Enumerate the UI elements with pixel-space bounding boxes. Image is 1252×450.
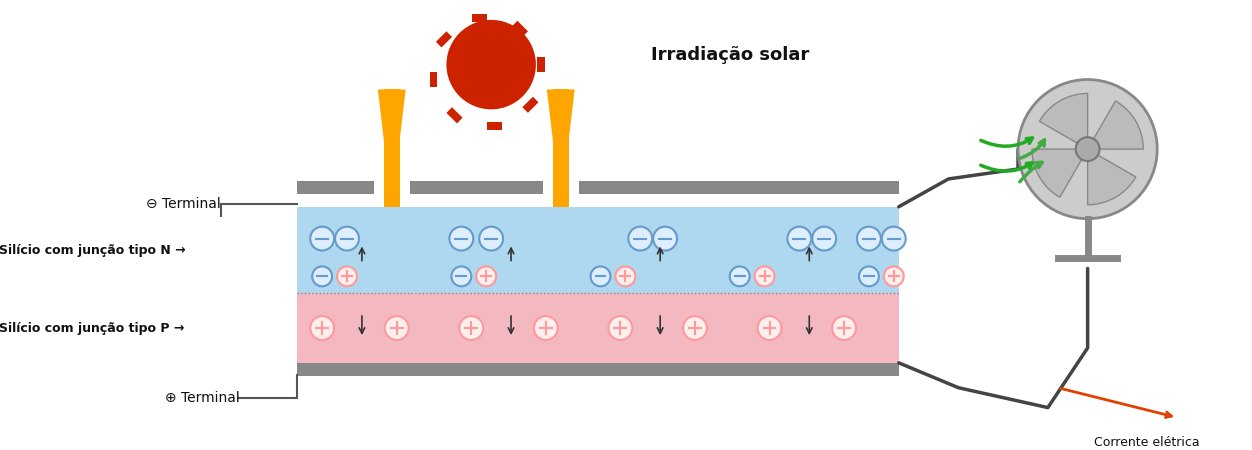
Bar	[384, 90, 399, 207]
Circle shape	[629, 227, 652, 251]
Circle shape	[616, 266, 635, 286]
Wedge shape	[1032, 149, 1088, 198]
Text: ⊕ Terminal: ⊕ Terminal	[165, 391, 240, 405]
Polygon shape	[547, 90, 575, 207]
Circle shape	[459, 316, 483, 340]
Circle shape	[449, 227, 473, 251]
Bar	[447, 107, 462, 123]
Bar	[436, 32, 452, 47]
Bar	[522, 97, 538, 113]
Circle shape	[310, 316, 334, 340]
Bar	[537, 57, 545, 72]
Circle shape	[336, 227, 359, 251]
Wedge shape	[1039, 94, 1088, 149]
Bar	[297, 363, 899, 376]
Text: Corrente elétrica: Corrente elétrica	[1094, 436, 1201, 449]
Bar	[512, 21, 528, 37]
Circle shape	[730, 266, 750, 286]
Text: ⊖ Terminal: ⊖ Terminal	[145, 197, 220, 211]
Text: Silício com junção tipo N →: Silício com junção tipo N →	[0, 244, 185, 257]
Circle shape	[591, 266, 611, 286]
Bar	[297, 181, 899, 194]
Text: Silício com junção tipo P →: Silício com junção tipo P →	[0, 322, 184, 334]
Polygon shape	[378, 90, 406, 207]
Circle shape	[452, 266, 471, 286]
Circle shape	[859, 266, 879, 286]
Circle shape	[757, 316, 781, 340]
Bar	[374, 181, 409, 194]
Circle shape	[480, 227, 503, 251]
Circle shape	[884, 266, 904, 286]
Bar	[297, 293, 899, 363]
Circle shape	[312, 266, 332, 286]
Bar	[543, 181, 578, 194]
Circle shape	[476, 266, 496, 286]
Circle shape	[813, 227, 836, 251]
Circle shape	[856, 227, 881, 251]
Circle shape	[608, 316, 632, 340]
Circle shape	[533, 316, 558, 340]
Circle shape	[1018, 80, 1157, 219]
Circle shape	[337, 266, 357, 286]
Circle shape	[310, 227, 334, 251]
Bar	[487, 122, 502, 130]
Circle shape	[384, 316, 408, 340]
Text: Irradiação solar: Irradiação solar	[651, 46, 809, 64]
Bar	[429, 72, 437, 87]
Bar	[472, 14, 487, 22]
Circle shape	[1075, 137, 1099, 161]
Bar	[297, 207, 899, 293]
Circle shape	[654, 227, 677, 251]
Wedge shape	[1088, 149, 1136, 205]
Circle shape	[684, 316, 707, 340]
Bar	[553, 90, 568, 207]
Circle shape	[447, 20, 536, 109]
Circle shape	[788, 227, 811, 251]
Circle shape	[881, 227, 905, 251]
Circle shape	[755, 266, 775, 286]
Wedge shape	[1088, 101, 1143, 149]
Circle shape	[833, 316, 856, 340]
